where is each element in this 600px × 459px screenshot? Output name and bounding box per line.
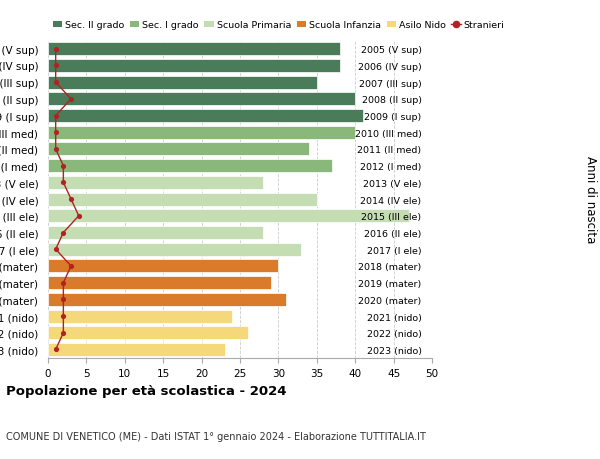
Bar: [48, 143, 309, 156]
Bar: [48, 93, 355, 106]
Bar: [48, 226, 263, 240]
Point: [59, 179, 68, 187]
Point: [51, 246, 61, 253]
Point: [66, 196, 76, 203]
Point: [59, 280, 68, 287]
Point: [66, 263, 76, 270]
Bar: [48, 110, 363, 123]
Bar: [48, 60, 340, 73]
Point: [51, 112, 61, 120]
Point: [51, 146, 61, 153]
Point: [51, 79, 61, 87]
Point: [66, 96, 76, 103]
Bar: [48, 343, 224, 356]
Point: [51, 46, 61, 53]
Bar: [48, 77, 317, 90]
Bar: [48, 293, 286, 306]
Bar: [48, 260, 278, 273]
Bar: [48, 310, 232, 323]
Bar: [48, 127, 355, 140]
Bar: [48, 177, 263, 190]
Point: [74, 213, 83, 220]
Text: Popolazione per età scolastica - 2024: Popolazione per età scolastica - 2024: [6, 384, 287, 397]
Point: [59, 313, 68, 320]
Point: [51, 62, 61, 70]
Point: [51, 346, 61, 353]
Point: [59, 296, 68, 303]
Text: COMUNE DI VENETICO (ME) - Dati ISTAT 1° gennaio 2024 - Elaborazione TUTTITALIA.I: COMUNE DI VENETICO (ME) - Dati ISTAT 1° …: [6, 431, 426, 441]
Point: [59, 330, 68, 337]
Point: [51, 129, 61, 137]
Bar: [48, 160, 332, 173]
Legend: Sec. II grado, Sec. I grado, Scuola Primaria, Scuola Infanzia, Asilo Nido, Stran: Sec. II grado, Sec. I grado, Scuola Prim…: [53, 21, 505, 30]
Bar: [48, 210, 409, 223]
Bar: [48, 43, 340, 56]
Bar: [48, 276, 271, 290]
Bar: [48, 243, 301, 256]
Point: [59, 162, 68, 170]
Bar: [48, 326, 248, 340]
Bar: [48, 193, 317, 206]
Text: Anni di nascita: Anni di nascita: [584, 156, 597, 243]
Point: [59, 230, 68, 237]
